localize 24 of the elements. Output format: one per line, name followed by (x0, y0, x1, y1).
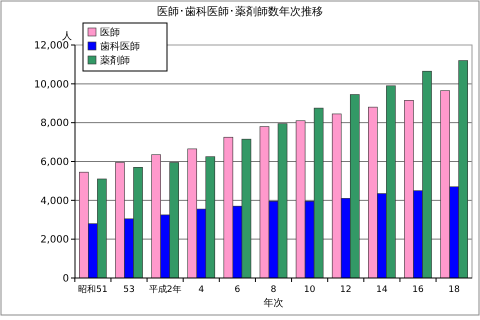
legend-label: 医師 (100, 26, 120, 38)
x-tick-label: 10 (304, 285, 316, 295)
y-tick-label: 12,000 (34, 40, 69, 52)
y-tick-label: 8,000 (40, 118, 69, 130)
y-tick-label: 0 (62, 274, 69, 284)
y-tick-label: 6,000 (40, 157, 69, 168)
x-axis-title: 年次 (264, 297, 284, 309)
x-tick-label: 4 (198, 285, 204, 295)
x-tick-label: 14 (376, 285, 388, 295)
y-axis-title: 人 (62, 31, 72, 42)
y-tick-label: 10,000 (34, 79, 69, 90)
chart-title: 医師･歯科医師･薬剤師数年次推移 (157, 5, 323, 18)
x-tick-label: 6 (234, 285, 241, 295)
x-tick-label: 16 (412, 285, 424, 295)
x-tick-label: 平成2年 (148, 284, 182, 295)
x-tick-label: 8 (270, 285, 277, 295)
x-tick-label: 53 (123, 285, 135, 295)
x-tick-label: 18 (448, 285, 460, 295)
y-tick-label: 2,000 (40, 234, 69, 246)
legend-label: 歯科医師 (100, 40, 140, 52)
y-tick-label: 4,000 (40, 196, 69, 207)
x-tick-label: 昭和51 (78, 284, 108, 295)
x-tick-label: 12 (340, 285, 352, 295)
legend-label: 薬剤師 (100, 54, 130, 66)
